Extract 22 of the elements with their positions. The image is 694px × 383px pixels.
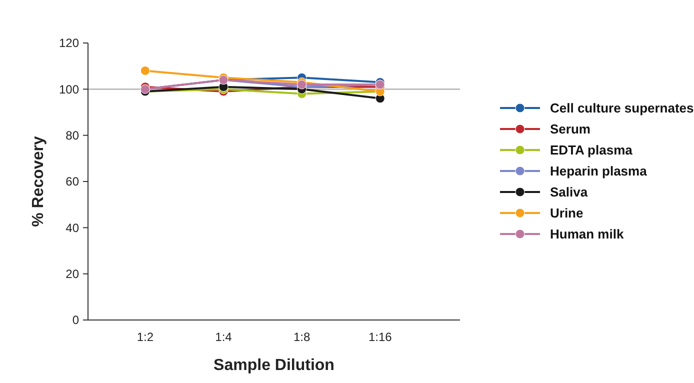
- legend-label: Saliva: [550, 184, 588, 200]
- point: [297, 80, 307, 90]
- y-tick-label: 100: [58, 82, 80, 96]
- x-axis-title: Sample Dilution: [214, 357, 334, 374]
- y-axis-title: % Recovery: [30, 136, 47, 227]
- x-tick-label: 1:8: [293, 330, 310, 344]
- y-tick-label: 20: [66, 267, 80, 282]
- point: [140, 66, 150, 76]
- y-tick-label: 40: [66, 220, 80, 235]
- legend-label: Urine: [550, 206, 584, 221]
- y-tick-label: 80: [66, 128, 80, 143]
- legend-label: Cell culture supernates: [550, 100, 694, 116]
- legend-label: Heparin plasma: [550, 164, 648, 179]
- y-tick-label: 0: [72, 313, 80, 328]
- x-tick-label: 1:4: [215, 330, 232, 344]
- legend-label: EDTA plasma: [550, 142, 634, 158]
- x-tick-label: 1:16: [368, 330, 392, 344]
- legend-label: Human milk: [550, 226, 624, 242]
- x-tick-label: 1:2: [136, 330, 154, 344]
- y-tick-label: 120: [58, 36, 80, 50]
- legend-label: Serum: [550, 122, 590, 137]
- y-tick-label: 60: [66, 174, 80, 189]
